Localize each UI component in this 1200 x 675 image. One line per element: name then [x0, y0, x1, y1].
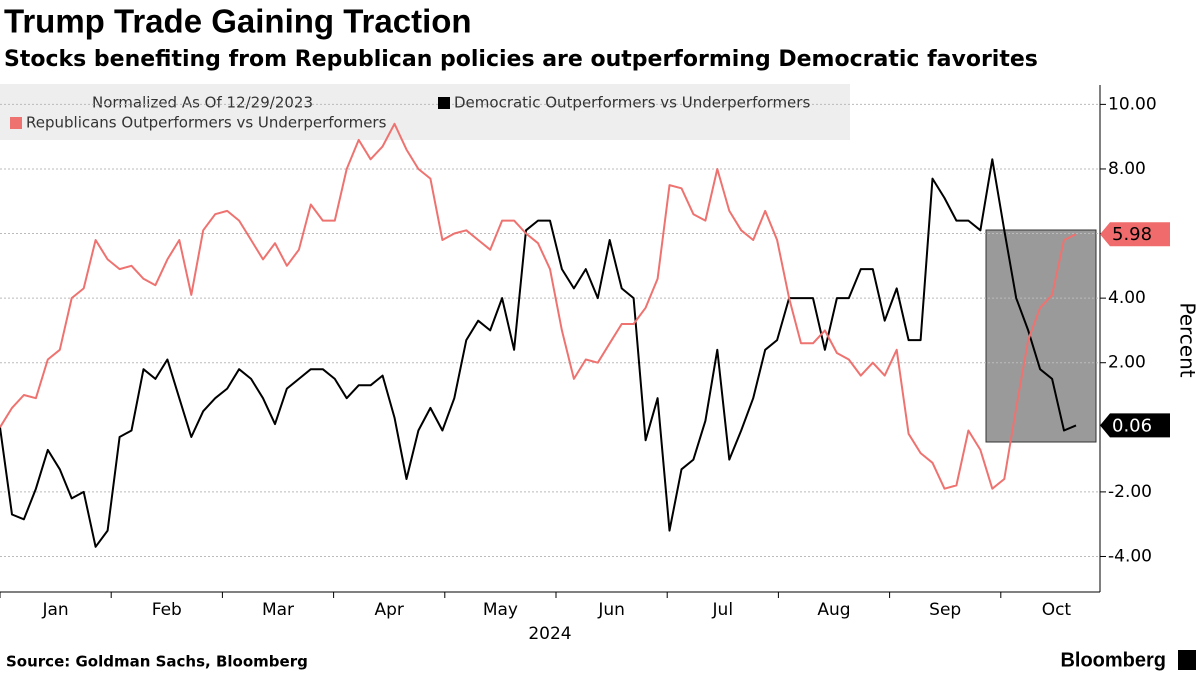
end-label: 5.98	[1112, 224, 1152, 245]
y-tick-label: 2.00	[1108, 353, 1146, 373]
x-tick-label: Sep	[929, 600, 961, 620]
chart-subtitle: Stocks benefiting from Republican polici…	[4, 47, 1038, 72]
highlight-box	[985, 229, 1097, 443]
series-line	[0, 158, 1077, 548]
legend-title: Normalized As Of 12/29/2023	[92, 94, 313, 112]
logo-icon	[1178, 650, 1196, 670]
logo: Bloomberg	[1060, 649, 1166, 671]
x-tick-label: Aug	[817, 600, 850, 620]
x-tick-label: Feb	[152, 600, 182, 620]
y-tick-label: 4.00	[1108, 288, 1146, 308]
end-label-box	[1100, 413, 1170, 438]
x-tick-label: May	[483, 600, 518, 620]
y-tick-label: -2.00	[1108, 482, 1152, 502]
x-tick-label: Jan	[41, 600, 68, 620]
y-tick-label: 8.00	[1108, 159, 1146, 179]
legend-swatch	[438, 97, 450, 109]
y-tick-label: -4.00	[1108, 546, 1152, 566]
x-tick-label: Oct	[1042, 600, 1072, 620]
source: Source: Goldman Sachs, Bloomberg	[6, 653, 308, 671]
y-tick-label: 10.00	[1108, 94, 1157, 114]
series-line	[0, 122, 1077, 490]
legend-box	[0, 84, 850, 140]
y-axis-label: Percent	[1176, 302, 1200, 377]
end-label-box	[1100, 222, 1170, 247]
x-tick-label: Jun	[597, 600, 625, 620]
legend-swatch	[10, 117, 22, 129]
x-tick-label: Apr	[374, 600, 403, 620]
end-label: 0.06	[1112, 415, 1152, 436]
x-tick-label: Mar	[262, 600, 294, 620]
x-axis-label: 2024	[528, 624, 571, 644]
x-tick-label: Jul	[712, 600, 734, 620]
chart-title: Trump Trade Gaining Traction	[4, 3, 472, 40]
legend-label: Democratic Outperformers vs Underperform…	[454, 94, 810, 112]
legend-label: Republicans Outperformers vs Underperfor…	[26, 114, 387, 132]
